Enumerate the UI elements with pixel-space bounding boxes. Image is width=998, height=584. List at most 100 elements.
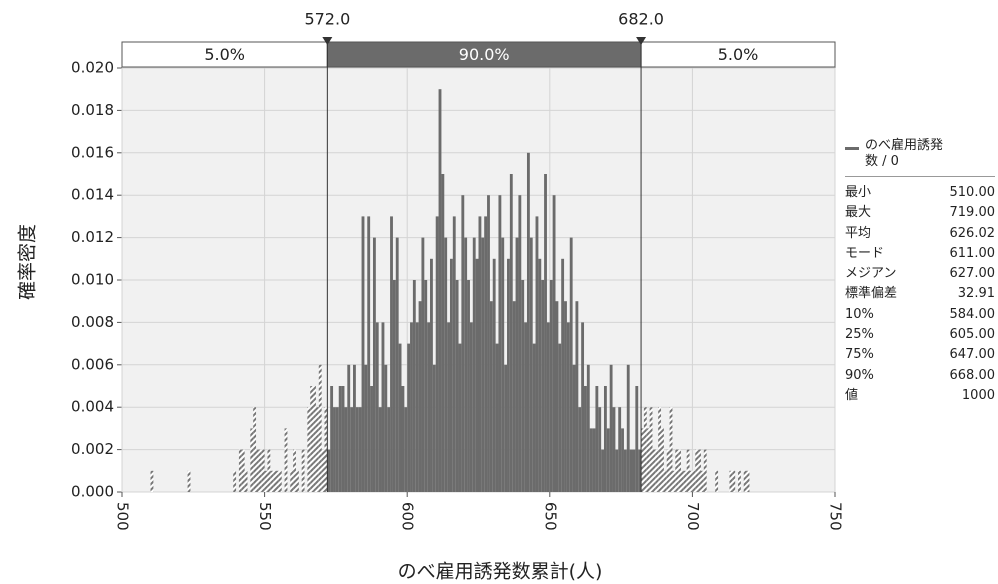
bar (618, 407, 622, 492)
bar (512, 301, 516, 492)
delimiter-label: 572.0 (304, 10, 350, 29)
bar (412, 280, 416, 492)
bar (743, 470, 747, 492)
bar (250, 428, 254, 492)
bar (652, 449, 656, 492)
bar (449, 258, 453, 492)
x-tick-label: 600 (399, 502, 417, 531)
bar (492, 258, 496, 492)
bar (244, 470, 248, 492)
bar (692, 470, 696, 492)
bar (544, 174, 547, 492)
bar (233, 470, 237, 492)
stat-value: 605.00 (949, 327, 996, 343)
bar (589, 428, 593, 492)
bar (415, 322, 419, 492)
bar (455, 280, 459, 492)
bar (313, 386, 316, 492)
bar (392, 280, 396, 492)
bar (407, 343, 411, 492)
bar (584, 386, 587, 492)
stats-row: 標準偏差 32.91 (845, 284, 995, 304)
stats-row: 最大 719.00 (845, 203, 995, 223)
y-tick-label: 0.008 (71, 313, 114, 331)
bar (595, 386, 599, 492)
bar (364, 364, 368, 492)
bar (672, 470, 676, 492)
band-label: 90.0% (459, 45, 510, 64)
bar (564, 301, 567, 492)
stats-row: モード 611.00 (845, 244, 995, 264)
x-tick-label: 650 (541, 502, 559, 531)
stat-value: 668.00 (949, 367, 996, 383)
stat-name: 25% (845, 327, 874, 343)
bar (472, 237, 476, 492)
bar (484, 216, 488, 492)
legend-entry: のべ雇用誘発数 / 0 (845, 138, 995, 177)
stat-value: 627.00 (949, 266, 996, 282)
bar (481, 237, 485, 492)
stat-name: 10% (845, 306, 874, 322)
bar (350, 407, 354, 492)
stat-name: 平均 (845, 225, 872, 241)
bar (410, 322, 413, 492)
bar (278, 470, 282, 492)
bar (546, 322, 550, 492)
stats-row: 最小 510.00 (845, 183, 995, 203)
band-label: 5.0% (718, 45, 759, 64)
legend: のべ雇用誘発数 / 0 最小 510.00 最大 719.00 平均 626.02 モード 6… (845, 138, 995, 406)
bar (552, 195, 556, 492)
bar (270, 470, 274, 492)
bar (461, 195, 465, 492)
bar (475, 258, 479, 492)
bar (347, 364, 351, 492)
bar (355, 407, 359, 492)
bar (327, 449, 331, 492)
stats-row: 25% 605.00 (845, 325, 995, 345)
bar (401, 386, 405, 492)
stat-value: 510.00 (949, 185, 996, 200)
y-tick-label: 0.016 (71, 143, 114, 161)
stats-row: 10% 584.00 (845, 305, 995, 325)
bar (238, 449, 242, 492)
bar (370, 386, 373, 492)
bar (293, 449, 296, 492)
bar (623, 449, 627, 492)
bar (427, 322, 431, 492)
bar (501, 237, 505, 492)
bar (424, 280, 428, 492)
bar (532, 343, 536, 492)
stat-name: 最大 (845, 205, 872, 221)
bar (566, 322, 570, 492)
bar (333, 407, 336, 492)
stat-value: 719.00 (949, 205, 996, 221)
y-tick-label: 0.006 (71, 355, 114, 373)
bar (586, 364, 590, 492)
stat-value: 647.00 (949, 347, 996, 363)
bar (432, 364, 436, 492)
bar (606, 428, 610, 492)
bar (438, 89, 442, 492)
stat-name: 90% (845, 367, 874, 383)
bar (738, 470, 741, 492)
bar (700, 470, 704, 492)
bar (398, 343, 402, 492)
bar (518, 195, 522, 492)
bar (715, 470, 719, 492)
bar (310, 386, 314, 492)
bar (509, 174, 513, 492)
bar (464, 237, 468, 492)
stat-value: 1000 (961, 387, 995, 403)
stat-name: モード (845, 245, 885, 261)
bar (290, 470, 294, 492)
bar (703, 449, 707, 492)
y-tick-label: 0.004 (71, 398, 114, 416)
stat-name: 75% (845, 347, 874, 363)
bar (367, 216, 371, 492)
y-tick-label: 0.002 (71, 440, 114, 458)
y-tick-label: 0.010 (71, 271, 114, 289)
stat-value: 584.00 (949, 306, 996, 322)
bar (395, 237, 399, 492)
bar (338, 386, 342, 492)
